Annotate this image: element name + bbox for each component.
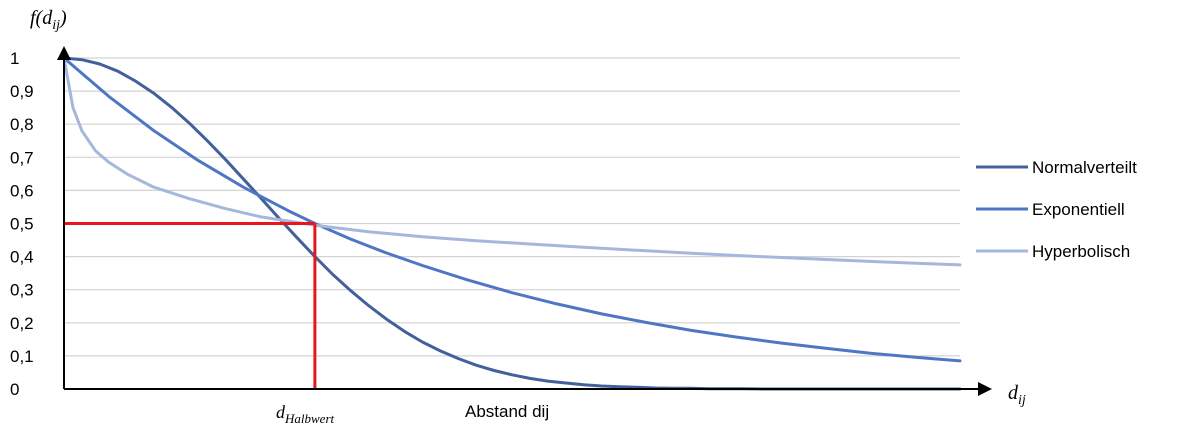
series-line-hyperbolisch xyxy=(62,56,962,267)
x-axis-symbol-sub: ij xyxy=(1018,393,1026,408)
y-tick-labels: 0 0,1 0,2 0,3 0,4 0,5 0,6 0,7 0,8 0,9 1 xyxy=(10,49,34,399)
half-value-label-sub: Halbwert xyxy=(284,411,335,426)
x-axis-symbol-main: d xyxy=(1008,382,1019,404)
y-tick-label: 0,6 xyxy=(10,181,34,200)
y-tick-label: 0,1 xyxy=(10,347,34,366)
series-line-exponentiell xyxy=(62,56,962,363)
gridlines xyxy=(64,57,960,357)
legend: Normalverteilt Exponentiell Hyperbolisch xyxy=(976,158,1137,261)
y-tick-label: 0,9 xyxy=(10,82,34,101)
y-axis-arrow-icon xyxy=(57,46,71,60)
half-value-label: dHalbwert xyxy=(276,402,335,426)
legend-label: Hyperbolisch xyxy=(1032,242,1130,261)
legend-label: Normalverteilt xyxy=(1032,158,1137,177)
y-tick-label: 0,4 xyxy=(10,248,34,267)
y-axis-label-main: f(d xyxy=(30,7,53,29)
half-value-reference-lines xyxy=(64,222,317,389)
legend-label: Exponentiell xyxy=(1032,200,1125,219)
y-axis-label-sub: ij xyxy=(52,18,60,33)
y-tick-label: 0,5 xyxy=(10,215,34,234)
y-tick-label: 0,2 xyxy=(10,314,34,333)
y-tick-label: 0,3 xyxy=(10,281,34,300)
x-axis-arrow-icon xyxy=(978,382,992,396)
x-axis-title: Abstand dij xyxy=(465,402,549,421)
half-value-label-main: d xyxy=(276,402,286,422)
y-tick-label: 1 xyxy=(10,49,19,68)
x-axis-symbol: dij xyxy=(1008,382,1026,408)
y-tick-label: 0 xyxy=(10,380,19,399)
y-axis-label: f(dij) xyxy=(30,7,67,33)
axes xyxy=(57,46,992,396)
y-tick-label: 0,7 xyxy=(10,148,34,167)
y-axis-label-close: ) xyxy=(59,7,67,29)
y-tick-label: 0,8 xyxy=(10,115,34,134)
